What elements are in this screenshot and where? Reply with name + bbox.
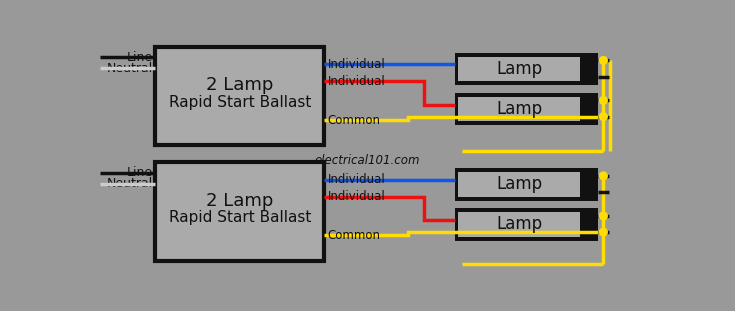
Bar [155, 47, 324, 145]
Bar [454, 53, 598, 85]
Bar [459, 172, 580, 197]
Text: Individual: Individual [328, 173, 385, 186]
Text: Common: Common [328, 229, 381, 242]
Text: Lamp: Lamp [496, 175, 542, 193]
Text: Line: Line [127, 166, 153, 179]
Bar [454, 208, 598, 241]
Text: 2 Lamp: 2 Lamp [207, 76, 273, 94]
Bar [454, 93, 598, 125]
Circle shape [600, 57, 607, 64]
Text: Line: Line [127, 51, 153, 64]
Text: Neutral: Neutral [107, 177, 153, 190]
Text: Individual: Individual [328, 58, 385, 71]
Text: Individual: Individual [328, 75, 385, 88]
Circle shape [600, 228, 607, 236]
Text: Lamp: Lamp [496, 100, 542, 118]
Circle shape [600, 97, 607, 104]
Text: Lamp: Lamp [496, 60, 542, 78]
Text: Lamp: Lamp [496, 216, 542, 234]
Text: Rapid Start Ballast: Rapid Start Ballast [169, 95, 311, 109]
Bar [459, 97, 580, 121]
Bar [459, 57, 580, 81]
Text: Individual: Individual [328, 190, 385, 203]
Text: 2 Lamp: 2 Lamp [207, 192, 273, 210]
Circle shape [600, 172, 607, 180]
Text: electrical101.com: electrical101.com [315, 154, 420, 167]
Circle shape [600, 212, 607, 220]
Text: Neutral: Neutral [107, 62, 153, 75]
Text: Common: Common [328, 114, 381, 127]
Text: Rapid Start Ballast: Rapid Start Ballast [169, 210, 311, 225]
Bar [155, 162, 324, 261]
Bar [454, 168, 598, 201]
Bar [459, 212, 580, 237]
Circle shape [600, 113, 607, 120]
